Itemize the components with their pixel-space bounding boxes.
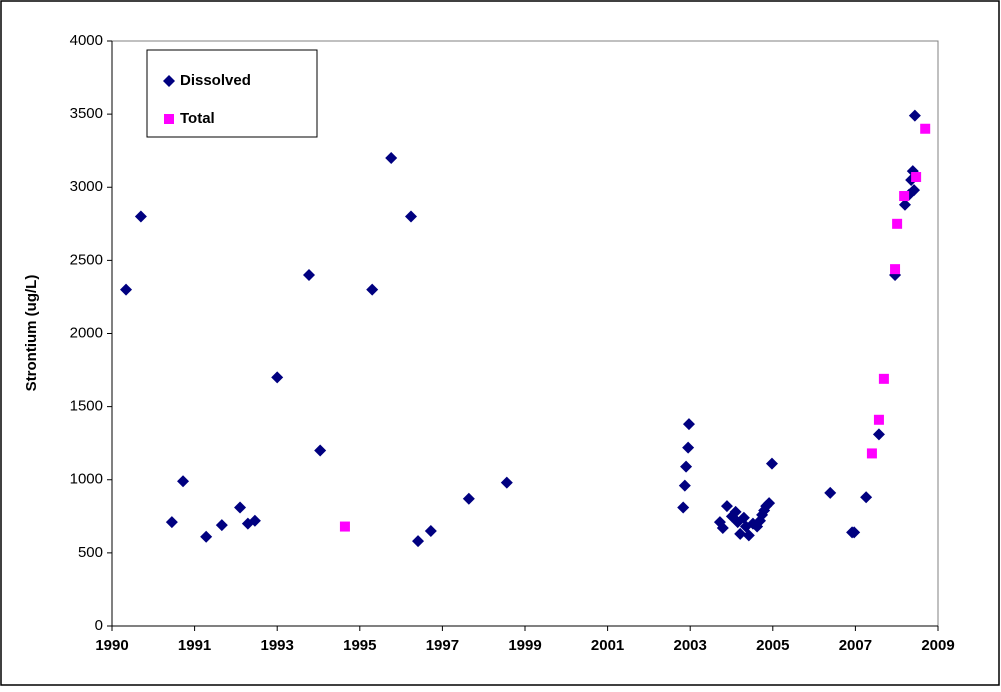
data-point [303, 269, 316, 281]
data-point [177, 475, 190, 488]
data-point [866, 448, 877, 459]
data-point [872, 428, 885, 441]
data-point [134, 210, 147, 223]
data-point [412, 535, 425, 548]
legend [146, 49, 318, 138]
x-tick-label: 2003 [674, 637, 707, 654]
data-point [737, 511, 750, 524]
data-point [873, 414, 884, 425]
y-tick-label: 3500 [70, 105, 103, 122]
data-point [898, 198, 911, 211]
data-point [680, 460, 693, 473]
y-tick-label: 4000 [70, 32, 103, 49]
data-point [339, 521, 350, 532]
data-point [314, 444, 327, 457]
data-point [860, 491, 873, 504]
y-tick-label: 2000 [70, 324, 103, 341]
data-point [366, 283, 379, 296]
y-tick-label: 3000 [70, 178, 103, 195]
data-point [677, 501, 690, 514]
data-point [248, 514, 261, 527]
data-point [234, 501, 247, 514]
data-point [165, 516, 178, 529]
data-point [424, 524, 437, 537]
data-point [899, 191, 910, 202]
x-tick-label: 2009 [921, 637, 954, 654]
data-point [716, 522, 729, 535]
x-tick-label: 1999 [508, 637, 541, 654]
x-tick-label: 2005 [756, 637, 789, 654]
data-point [920, 123, 931, 134]
x-tick-label: 1991 [178, 637, 211, 654]
y-tick-label: 1000 [70, 471, 103, 488]
y-axis-label: Strontium (ug/L) [23, 275, 40, 392]
y-tick-label: 1500 [70, 398, 103, 415]
data-point [742, 529, 755, 542]
data-point [908, 109, 921, 122]
data-point [911, 172, 922, 183]
data-point [729, 505, 742, 518]
data-point [720, 500, 733, 513]
plot-area [111, 40, 939, 627]
data-point [890, 264, 901, 275]
legend-marker [164, 114, 174, 124]
x-tick-label: 1995 [343, 637, 376, 654]
y-tick-label: 0 [95, 617, 103, 634]
data-point [271, 371, 284, 384]
data-point [120, 283, 133, 296]
legend-label: Dissolved [180, 72, 251, 89]
data-point [908, 184, 921, 197]
data-point [682, 441, 695, 454]
data-point [405, 210, 418, 223]
data-point [678, 479, 691, 492]
data-point [824, 486, 837, 499]
data-point [215, 519, 228, 532]
legend-label: Total [180, 110, 215, 127]
x-tick-label: 2001 [591, 637, 624, 654]
data-point [892, 218, 903, 229]
data-point [878, 373, 889, 384]
data-point [765, 457, 778, 470]
data-point [385, 152, 398, 164]
x-tick-label: 1990 [95, 637, 128, 654]
data-point [734, 527, 747, 540]
y-tick-label: 2500 [70, 251, 103, 268]
legend-marker [163, 75, 175, 87]
x-tick-label: 1993 [261, 637, 294, 654]
data-point [200, 530, 213, 543]
data-point [682, 418, 695, 431]
x-tick-label: 2007 [839, 637, 872, 654]
data-point [848, 526, 861, 539]
data-point [500, 476, 513, 489]
x-tick-label: 1997 [426, 637, 459, 654]
y-tick-label: 500 [78, 544, 103, 561]
data-point [763, 497, 776, 510]
data-point [462, 492, 475, 505]
